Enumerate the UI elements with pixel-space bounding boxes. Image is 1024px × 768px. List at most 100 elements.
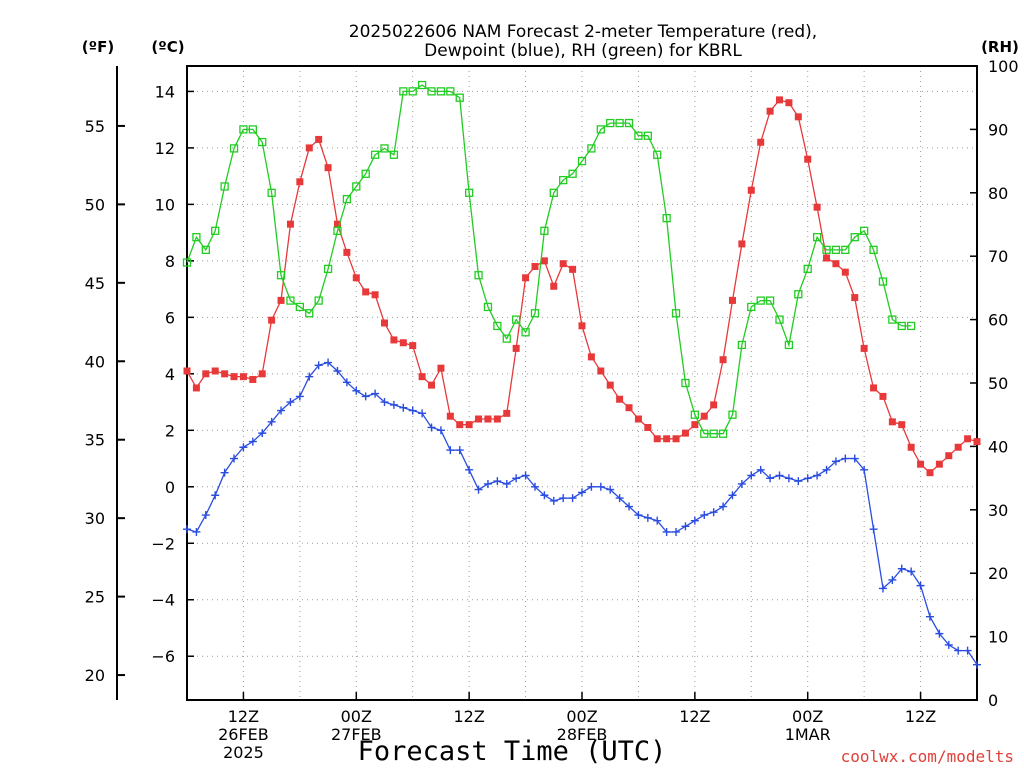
temperature-point: [352, 274, 360, 282]
dewpoint-point: [408, 406, 417, 415]
dewpoint-point: [568, 494, 577, 503]
rh-point: [831, 245, 841, 255]
rh-tick-label: 30: [988, 501, 1008, 520]
dewpoint-point: [625, 502, 634, 511]
dewpoint-point: [530, 482, 539, 491]
dewpoint-point: [869, 525, 878, 534]
temperature-point: [935, 460, 943, 468]
dewpoint-point: [220, 468, 229, 477]
celsius-tick-label: 12: [155, 139, 175, 158]
rh-point: [615, 118, 624, 128]
rh-point: [718, 429, 728, 438]
rh-point: [201, 245, 210, 255]
dewpoint-point: [907, 567, 916, 576]
temperature-point: [221, 370, 229, 378]
rh-point: [606, 118, 615, 128]
dewpoint-point: [455, 446, 464, 455]
x-tick-label: 26FEB: [218, 725, 269, 744]
temperature-point: [390, 336, 398, 344]
dewpoint-point: [784, 474, 793, 483]
rh-tick-label: 0: [988, 691, 998, 710]
temperature-point: [550, 282, 558, 290]
x-tick-label: 27FEB: [331, 725, 382, 744]
dewpoint-point: [267, 417, 276, 426]
celsius-tick-label: 8: [165, 252, 175, 271]
dewpoint-point: [973, 660, 981, 669]
rh-point: [521, 328, 530, 337]
temperature-point: [785, 99, 793, 107]
temperature-point: [691, 421, 699, 429]
celsius-tick-label: −6: [151, 647, 175, 666]
temperature-point: [578, 322, 586, 330]
temperature-point: [945, 452, 953, 460]
rh-point: [323, 264, 333, 274]
dewpoint-point: [813, 471, 822, 480]
fahrenheit-tick-label: 25: [85, 588, 105, 607]
rh-point: [822, 245, 831, 255]
temperature-point: [681, 429, 689, 437]
temperature-point: [277, 296, 285, 304]
rh-point: [455, 93, 464, 102]
rh-point: [624, 118, 634, 128]
dewpoint-point: [935, 629, 944, 638]
rh-point: [841, 245, 850, 255]
rh-point: [483, 302, 493, 312]
rh-point: [596, 125, 605, 134]
celsius-tick-label: 14: [155, 82, 175, 101]
x-tick-label: 00Z: [792, 707, 823, 726]
rh-point: [436, 87, 446, 96]
dewpoint-point: [418, 409, 427, 418]
temperature-point: [710, 401, 718, 409]
temperature-point: [192, 384, 200, 392]
rh-point: [747, 302, 756, 312]
fahrenheit-tick-label: 20: [85, 666, 105, 685]
temperature-point: [286, 220, 294, 228]
rh-tick-label: 10: [988, 628, 1008, 647]
rh-tick-label: 40: [988, 437, 1008, 456]
fahrenheit-tick-label: 40: [85, 352, 105, 371]
temperature-point: [870, 384, 878, 392]
rh-point: [897, 321, 906, 331]
rh-point: [295, 302, 305, 312]
temperature-point: [324, 164, 332, 172]
x-tick-label: 12Z: [453, 707, 484, 726]
temperature-point: [428, 381, 436, 389]
temperature-point: [437, 364, 445, 372]
dewpoint-point: [634, 511, 643, 520]
dewpoint-point: [831, 457, 840, 466]
dewpoint-point: [399, 403, 408, 412]
temperature-point: [728, 296, 736, 304]
temperature-point: [343, 248, 351, 256]
rh-point: [314, 296, 323, 305]
temperature-point: [315, 135, 323, 143]
dewpoint-point: [427, 423, 436, 432]
rh-point: [634, 131, 643, 140]
dewpoint-point: [502, 479, 511, 488]
temperature-point: [738, 240, 746, 248]
dewpoint-point: [549, 496, 558, 505]
dewpoint-point: [775, 471, 784, 480]
dewpoint-point: [700, 511, 709, 520]
rh-point: [653, 150, 662, 159]
dewpoint-point: [211, 491, 220, 500]
dewpoint-point: [521, 471, 530, 480]
temperature-point: [841, 268, 849, 276]
rh-point: [850, 233, 859, 242]
x-axis-title: Forecast Time (UTC): [358, 736, 667, 767]
rh-point: [258, 137, 267, 147]
temperature-point: [757, 138, 765, 146]
temperature-point: [719, 356, 727, 364]
dewpoint-point: [389, 400, 398, 409]
celsius-tick-label: −2: [151, 534, 175, 553]
dewpoint-point: [606, 485, 615, 494]
temperature-point: [597, 367, 605, 375]
rh-point: [211, 226, 220, 235]
dewpoint-point: [342, 378, 351, 387]
x-tick-label: 00Z: [566, 707, 597, 726]
rh-tick-label: 80: [988, 184, 1008, 203]
temperature-point: [493, 415, 501, 423]
celsius-tick-label: 0: [165, 478, 175, 497]
rh-point: [370, 150, 380, 159]
dewpoint-point: [888, 575, 897, 584]
